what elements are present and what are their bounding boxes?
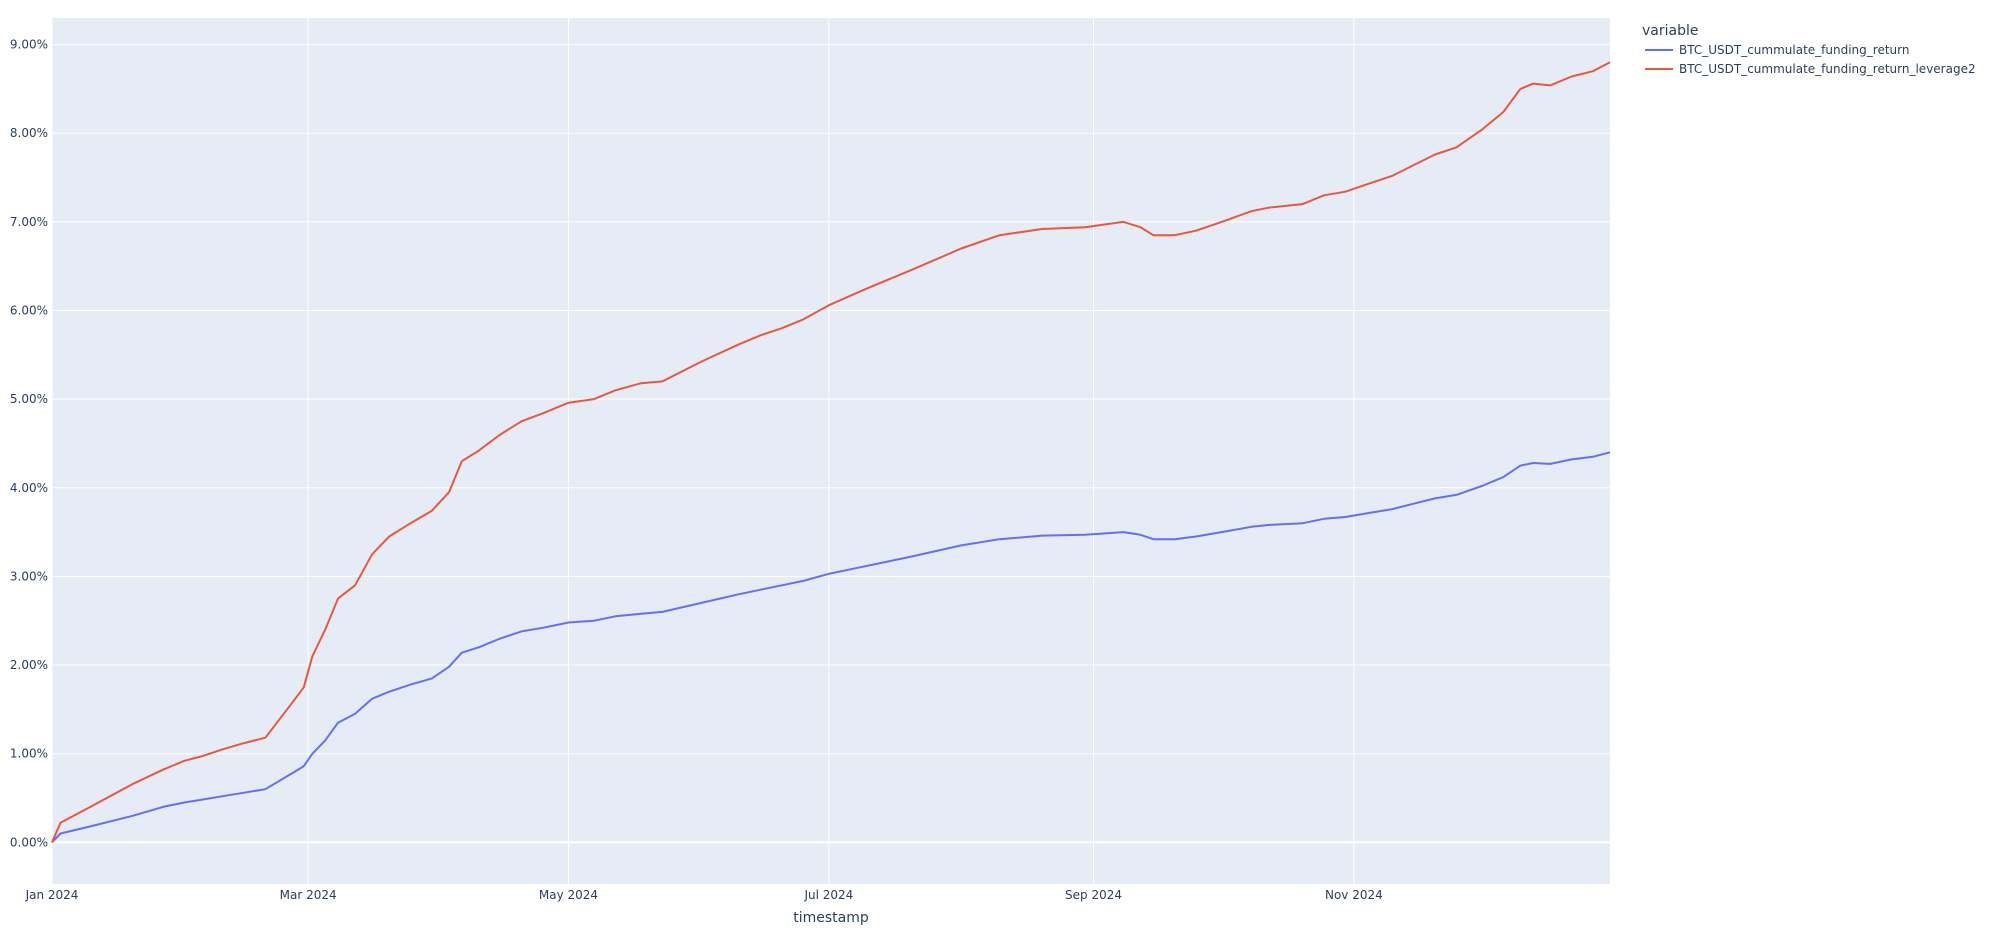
x-tick-label: Nov 2024 (1325, 888, 1383, 902)
y-tick-label: 9.00% (10, 38, 48, 52)
legend-item-series-1[interactable]: BTC_USDT_cummulate_funding_return (1645, 43, 1909, 57)
y-tick-label: 7.00% (10, 215, 48, 229)
y-tick-label: 2.00% (10, 658, 48, 672)
y-axis-ticks: 0.00% 1.00% 2.00% 3.00% 4.00% 5.00% 6.00% 7.00%… (10, 38, 48, 850)
y-tick-label: 1.00% (10, 747, 48, 761)
series-line-2[interactable] (51, 61, 1611, 843)
plot-background (52, 18, 1610, 884)
x-tick-label: Mar 2024 (280, 888, 337, 902)
y-tick-label: 8.00% (10, 126, 48, 140)
grid-lines (51, 18, 1610, 884)
x-axis-title: timestamp (793, 910, 869, 926)
legend-title: variable (1642, 23, 1698, 39)
y-tick-label: 3.00% (10, 569, 48, 583)
x-tick-label: Jul 2024 (803, 888, 853, 902)
x-tick-label: Jan 2024 (25, 888, 79, 902)
series-lines (51, 61, 1611, 843)
y-tick-label: 0.00% (10, 835, 48, 849)
y-tick-label: 6.00% (10, 304, 48, 318)
x-tick-label: May 2024 (539, 888, 598, 902)
y-tick-label: 5.00% (10, 392, 48, 406)
y-tick-label: 4.00% (10, 481, 48, 495)
x-tick-label: Sep 2024 (1065, 888, 1122, 902)
series-line-1[interactable] (51, 451, 1611, 843)
legend-label-series-2: BTC_USDT_cummulate_funding_return_levera… (1679, 62, 1976, 76)
legend-label-series-1: BTC_USDT_cummulate_funding_return (1679, 43, 1909, 57)
legend-item-series-2[interactable]: BTC_USDT_cummulate_funding_return_levera… (1645, 62, 1976, 76)
x-axis-ticks: Jan 2024 Mar 2024 May 2024 Jul 2024 Sep 2024… (25, 888, 1383, 902)
legend: variable BTC_USDT_cummulate_funding_retu… (1642, 23, 1976, 76)
